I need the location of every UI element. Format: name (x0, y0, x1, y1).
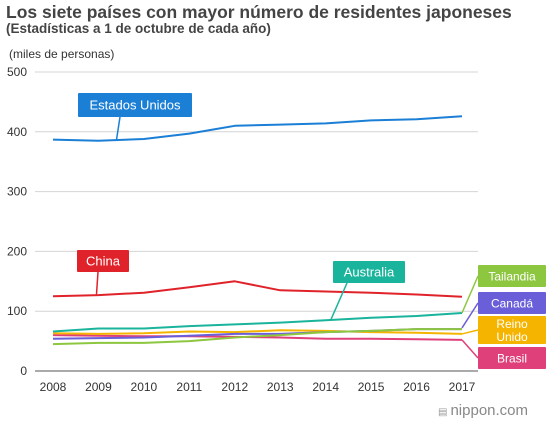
callout-label-china: China (86, 254, 121, 269)
x-tick-label: 2014 (312, 380, 339, 394)
y-tick-label: 100 (7, 304, 27, 318)
callout-box-canada (478, 292, 546, 314)
x-tick-label: 2012 (221, 380, 248, 394)
watermark-text: nippon.com (450, 402, 529, 419)
callout-box-estados-unidos (78, 93, 192, 117)
x-tick-label: 2016 (403, 380, 430, 394)
y-tick-label: 500 (7, 65, 27, 79)
series-line-china (52, 280, 463, 298)
x-tick-label: 2008 (40, 380, 67, 394)
callout-label-australia: Australia (344, 265, 395, 280)
chart-subtitle: (Estadísticas a 1 de octubre de cada año… (6, 21, 271, 36)
callout-label-canada: Canadá (491, 297, 533, 311)
callout-leader-brasil (461, 339, 479, 359)
chart-title: Los siete países con mayor número de res… (6, 2, 512, 22)
x-tick-label: 2013 (267, 380, 294, 394)
series-line-australia (52, 312, 463, 333)
callout-box-china (77, 250, 129, 272)
y-tick-label: 0 (20, 364, 27, 378)
series-line-tailandia (52, 328, 462, 346)
callout-box-reino-unido (478, 316, 546, 344)
callout-label-reino-unido: Unido (496, 330, 528, 344)
callout-leader-canada (461, 302, 479, 329)
callout-label-estados-unidos: Estados Unidos (89, 98, 181, 113)
x-tick-label: 2017 (449, 380, 476, 394)
x-tick-label: 2009 (85, 380, 112, 394)
callout-box-tailandia (478, 265, 546, 287)
series-line-reino-unido (52, 329, 463, 335)
callout-box-brasil (478, 347, 546, 369)
series-line-estados-unidos (52, 115, 463, 142)
callout-label-reino-unido: Reino (496, 317, 528, 331)
callout-box-australia (333, 261, 405, 283)
y-axis-unit-label: (miles de personas) (9, 47, 115, 61)
callout-label-tailandia: Tailandia (488, 270, 536, 284)
callout-leader-australia (329, 282, 348, 321)
x-tick-label: 2015 (358, 380, 385, 394)
callout-leader-tailandia (461, 275, 479, 314)
x-tick-label: 2011 (176, 380, 202, 394)
y-tick-label: 300 (7, 185, 27, 199)
callout-label-brasil: Brasil (497, 352, 527, 366)
callout-leader-china (95, 271, 99, 296)
callout-leader-reino-unido (461, 329, 479, 335)
y-tick-label: 200 (7, 244, 27, 258)
watermark: ▤ nippon.com (438, 402, 528, 419)
nippon-logo-icon: ▤ (438, 407, 448, 418)
callout-leader-estados-unidos (115, 116, 121, 141)
x-tick-label: 2010 (131, 380, 158, 394)
y-tick-label: 400 (7, 125, 27, 139)
